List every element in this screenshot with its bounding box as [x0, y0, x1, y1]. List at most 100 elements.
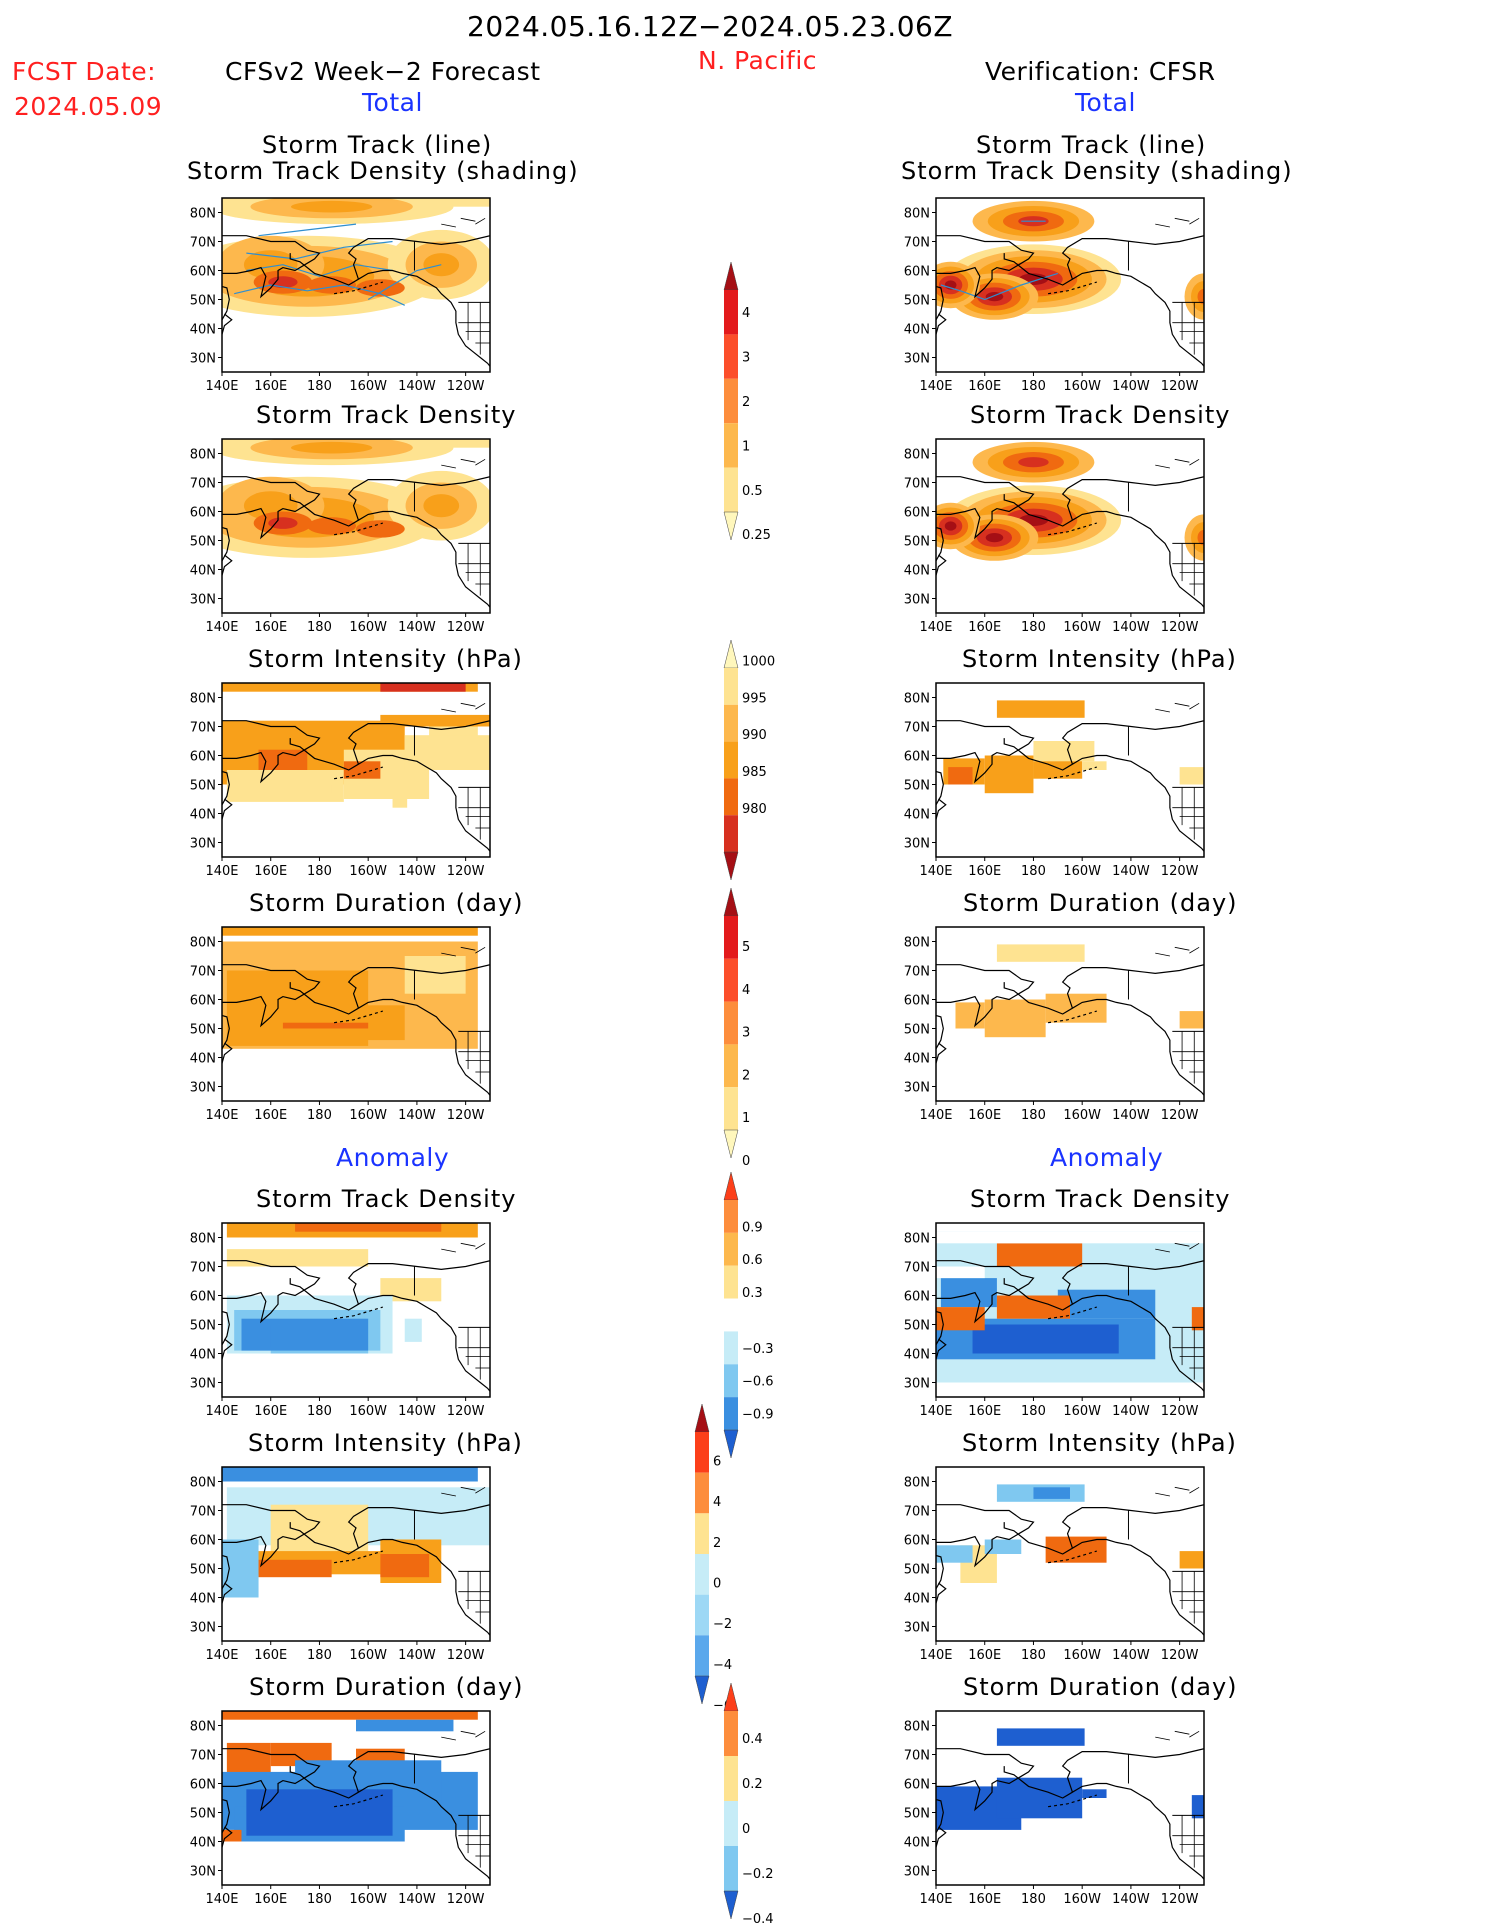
map-plot-area: 80N 70N 60N 50N 40N 30N 140E 160E 180 160W 140W 120…	[904, 682, 1205, 879]
lat-tick-label: 80N	[904, 1232, 930, 1247]
map-plot-area: 80N 70N 60N 50N 40N 30N 140E 160E 180 160W 140W 120…	[190, 1710, 491, 1907]
coastline-alaska-north	[347, 964, 490, 1009]
lon-tick-label: 180	[307, 864, 332, 879]
anom-cell	[996, 1728, 1085, 1746]
lat-tick-label: 70N	[904, 1261, 930, 1276]
lon-tick-label: 140W	[1112, 620, 1150, 635]
map-duration-anom-right: 80N 70N 60N 50N 40N 30N 140E 160E 180 160W 140W 120…	[904, 1710, 1205, 1907]
lon-tick-label: 140W	[1112, 864, 1150, 879]
arctic-coast	[475, 946, 486, 954]
colorbar-segment	[695, 1513, 709, 1554]
colorbar-label: 0.5	[742, 484, 763, 499]
colorbar-top-arrow	[723, 888, 739, 917]
coastline-asia	[936, 1504, 1035, 1590]
intensity-cell	[222, 683, 478, 692]
lat-tick-label: 80N	[190, 692, 216, 707]
lon-tick-label: 140W	[1112, 1404, 1150, 1419]
arctic-coast	[1155, 1248, 1170, 1253]
aleutian-islands	[1047, 1306, 1097, 1320]
panel-title-duration-left: Storm Duration (day)	[249, 889, 524, 917]
lat-tick-label: 60N	[904, 265, 930, 280]
anom-cell	[222, 1539, 259, 1598]
map-plot-area: 80N 70N 60N 50N 40N 30N 140E 160E 180 160W 140W 120…	[190, 438, 491, 635]
lon-tick-label: 160W	[349, 1404, 387, 1419]
anom-cell	[222, 1467, 478, 1482]
lat-tick-label: 40N	[904, 1348, 930, 1363]
arctic-coast	[475, 1730, 486, 1738]
arctic-coast	[1155, 464, 1170, 469]
density-blob	[291, 200, 373, 213]
panel-title-duration-anom-left: Storm Duration (day)	[249, 1673, 524, 1701]
lon-tick-label: 120W	[1161, 1404, 1199, 1419]
anom-cell	[996, 1295, 1070, 1319]
lat-tick-label: 80N	[190, 1720, 216, 1735]
map-density-right: 80N 70N 60N 50N 40N 30N 140E 160E 180 160W 140W 120…	[904, 438, 1205, 635]
intensity-cell	[343, 761, 381, 779]
storm-track-line	[246, 264, 393, 277]
lon-tick-label: 180	[1021, 620, 1046, 635]
arctic-coast	[1155, 708, 1170, 713]
coastline-alaska-north	[1061, 1504, 1204, 1549]
lat-tick-label: 80N	[904, 692, 930, 707]
anom-cell	[1082, 1789, 1107, 1798]
lat-tick-label: 80N	[904, 448, 930, 463]
map-frame	[935, 438, 1205, 614]
map-plot-area: 80N 70N 60N 50N 40N 30N 140E 160E 180 160W 140W 120…	[904, 438, 1205, 635]
colorbar-label: −0.6	[742, 1375, 774, 1390]
anom-cell	[1033, 1487, 1070, 1499]
fcst-date-value: 2024.05.09	[14, 92, 163, 121]
map-plot-area: 80N 70N 60N 50N 40N 30N 140E 160E 180 160W 140W 120…	[904, 926, 1205, 1123]
arctic-coast	[1155, 1736, 1170, 1741]
lon-tick-label: 120W	[447, 620, 485, 635]
lon-tick-label: 160E	[968, 1892, 1001, 1907]
lat-tick-label: 60N	[190, 265, 216, 280]
lat-tick-label: 30N	[904, 352, 930, 367]
colorbar-segment	[695, 1635, 709, 1676]
map-shading	[936, 700, 1204, 852]
aleutian-islands	[1047, 1794, 1097, 1808]
lat-tick-label: 30N	[904, 1081, 930, 1096]
map-shading	[936, 1484, 1204, 1636]
arctic-coast	[460, 458, 476, 463]
density-core	[356, 520, 405, 538]
lat-tick-label: 30N	[190, 593, 216, 608]
anom-cell	[972, 1324, 1119, 1354]
colorbar-label: 0.25	[742, 528, 771, 543]
lon-tick-label: 160W	[1063, 864, 1101, 879]
colorbar-segment	[724, 1801, 738, 1846]
colorbar-label: 0	[742, 1822, 750, 1837]
colorbar-segment	[724, 290, 738, 335]
colorbar-label: −0.4	[742, 1912, 774, 1927]
map-shading	[222, 683, 490, 852]
anom-cell	[1045, 1536, 1107, 1563]
map-intensity-anom-left: 80N 70N 60N 50N 40N 30N 140E 160E 180 160W 140W 120…	[190, 1466, 491, 1663]
density-blob	[1197, 529, 1204, 546]
lon-tick-label: 120W	[447, 1108, 485, 1123]
lat-tick-label: 80N	[904, 936, 930, 951]
intensity-cell	[996, 700, 1085, 718]
duration-cell	[996, 944, 1085, 962]
lon-tick-label: 140E	[205, 1648, 238, 1663]
arctic-coast	[1174, 1730, 1190, 1735]
anom-cell	[270, 1504, 369, 1554]
coastline-alaska-north	[1061, 964, 1204, 1009]
coastline-north-america	[289, 1278, 490, 1392]
lon-tick-label: 160W	[1063, 1648, 1101, 1663]
colorbar-bottom-arrow	[694, 1675, 710, 1705]
lon-tick-label: 140E	[919, 1892, 952, 1907]
map-shading	[222, 1223, 490, 1392]
map-intensity-left: 80N 70N 60N 50N 40N 30N 140E 160E 180 160W 140W 120…	[190, 682, 491, 879]
map-frame	[935, 682, 1205, 858]
lon-tick-label: 140W	[398, 1108, 436, 1123]
colorbar-label: 1	[742, 1111, 750, 1126]
colorbar-label: −4	[713, 1658, 732, 1673]
anom-cell	[984, 1539, 1022, 1554]
coastline-asia	[222, 235, 321, 321]
lon-tick-label: 140E	[205, 864, 238, 879]
lat-tick-label: 60N	[190, 1534, 216, 1549]
arctic-coast	[460, 1242, 476, 1247]
lat-tick-label: 70N	[190, 1505, 216, 1520]
colorbar-segment	[724, 668, 738, 705]
colorbar-bottom-arrow	[723, 1429, 739, 1459]
lon-tick-label: 140W	[1112, 1892, 1150, 1907]
